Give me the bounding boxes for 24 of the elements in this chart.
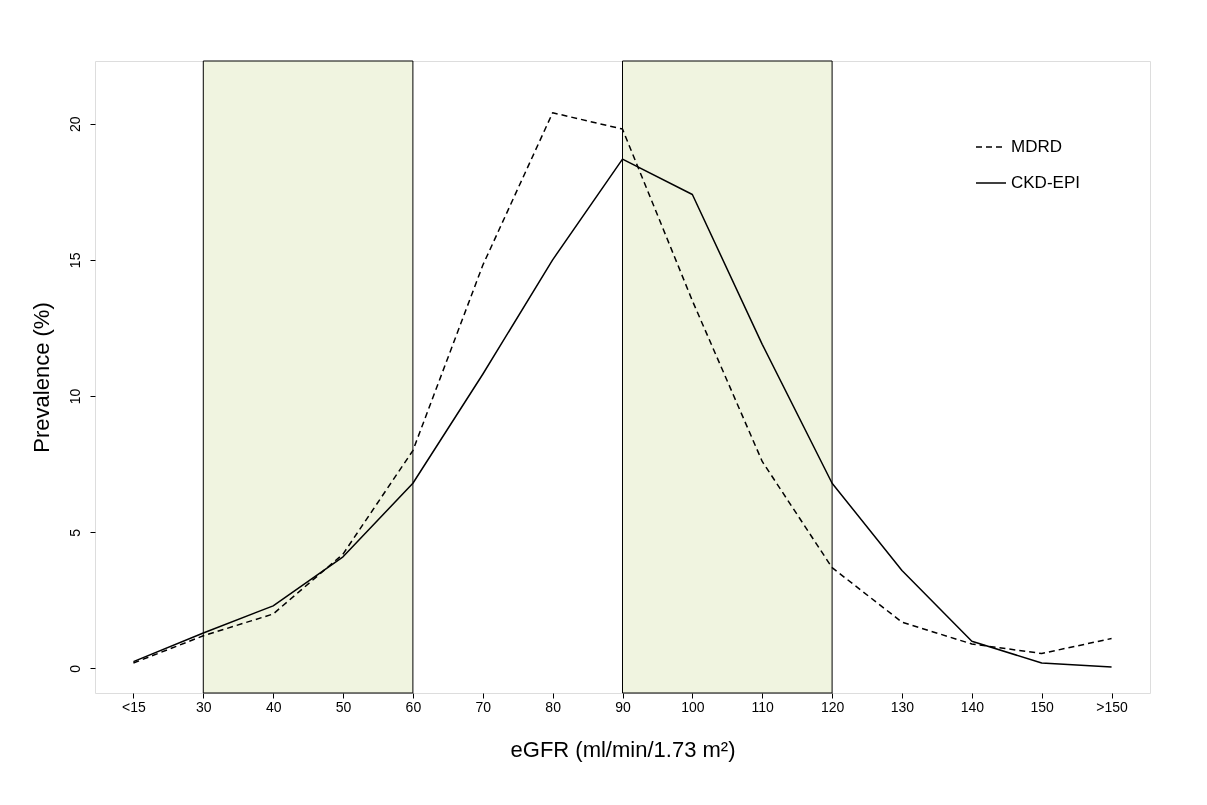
x-tick-label: 30 — [196, 698, 212, 715]
x-tick-label: 120 — [820, 698, 845, 715]
x-tick-label: 150 — [1030, 698, 1055, 715]
y-tick-label: 0 — [66, 664, 83, 673]
x-tick-label: 50 — [335, 698, 352, 715]
x-tick-label: 60 — [405, 698, 422, 715]
legend-label: MDRD — [1011, 137, 1062, 156]
x-tick-label: 40 — [265, 698, 282, 715]
x-axis-title: eGFR (ml/min/1.73 m²) — [510, 736, 736, 762]
x-tick-label: 130 — [890, 698, 915, 715]
x-tick-label: 110 — [751, 698, 775, 715]
y-tick-label: 10 — [66, 388, 83, 405]
x-tick-label: 80 — [545, 698, 562, 715]
y-tick-label: 15 — [66, 252, 83, 269]
legend-label: CKD-EPI — [1011, 173, 1080, 192]
x-tick-label: 100 — [681, 698, 705, 715]
x-tick-label: >150 — [1096, 698, 1129, 715]
y-tick-label: 5 — [66, 528, 83, 537]
x-tick-label: 90 — [615, 698, 631, 715]
x-tick-label: <15 — [122, 698, 147, 715]
x-tick-label: 70 — [475, 698, 492, 715]
x-tick-label: 140 — [960, 698, 985, 715]
y-tick-label: 20 — [66, 116, 83, 132]
y-axis-title: Prevalence (%) — [28, 302, 54, 453]
